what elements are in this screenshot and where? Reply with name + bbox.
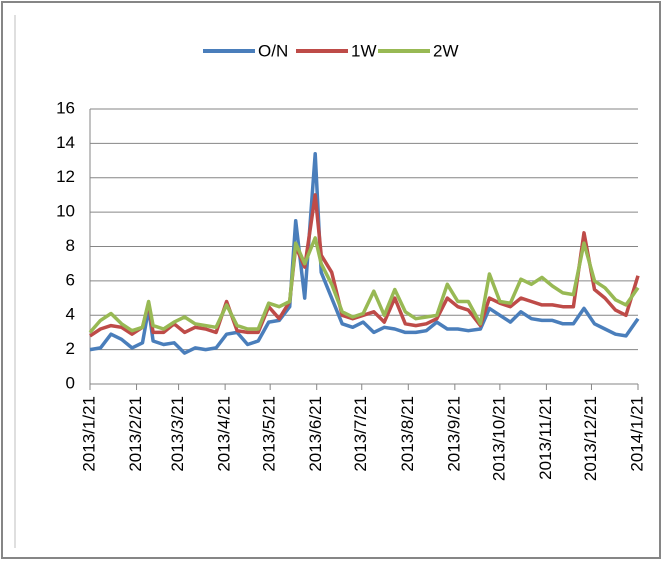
x-tick-label: 2013/4/21 [215,396,234,472]
x-tick-label: 2013/2/21 [126,396,145,472]
y-tick-label: 14 [56,133,75,152]
legend-label: O/N [258,41,288,60]
y-tick-label: 4 [66,305,75,324]
x-tick-label: 2013/3/21 [168,396,187,472]
y-tick-label: 8 [66,236,75,255]
y-tick-label: 10 [56,202,75,221]
x-tick-label: 2013/7/21 [351,396,370,472]
x-tick-label: 2013/10/21 [489,396,508,481]
x-tick-label: 2014/1/21 [627,396,646,472]
x-tick-label: 2013/6/21 [306,396,325,472]
legend-label: 2W [433,41,459,60]
x-tick-label: 2013/5/21 [260,396,279,472]
y-tick-label: 0 [66,373,75,392]
y-tick-label: 12 [56,167,75,186]
y-tick-label: 16 [56,98,75,117]
y-tick-label: 2 [66,339,75,358]
series-line [88,236,640,334]
x-tick-label: 2013/9/21 [444,396,463,472]
y-tick-label: 6 [66,270,75,289]
x-tick-label: 2013/1/21 [79,396,98,472]
legend-label: 1W [351,41,377,60]
x-tick-label: 2013/8/21 [398,396,417,472]
series-line [89,151,640,355]
x-tick-label: 2013/11/21 [536,396,555,480]
x-tick-label: 2013/12/21 [581,396,600,481]
